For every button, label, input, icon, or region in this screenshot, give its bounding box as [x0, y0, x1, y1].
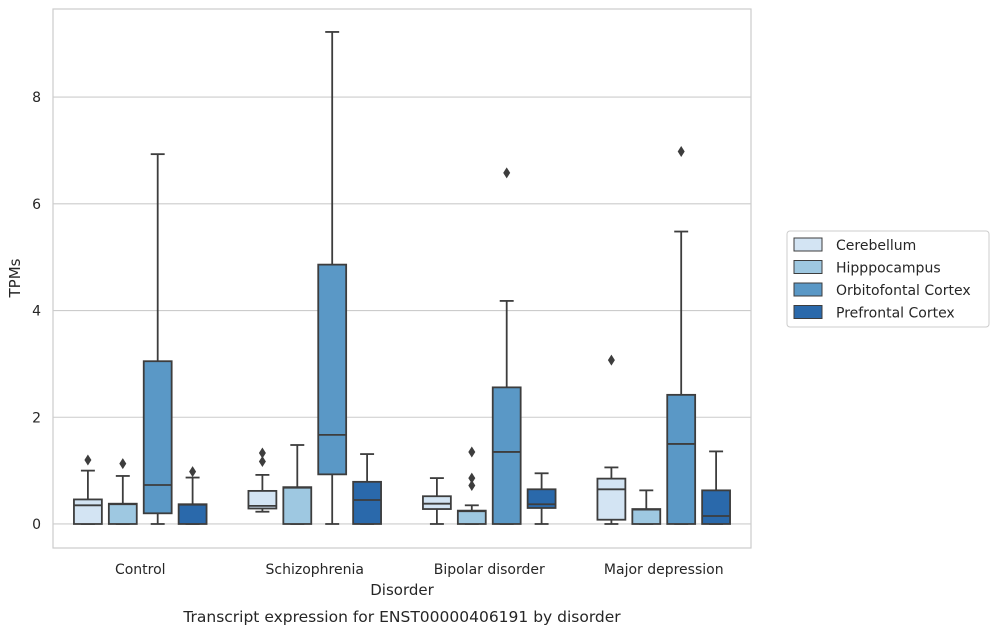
box: [491, 167, 522, 525]
y-tick-label: 2: [32, 410, 41, 426]
x-tick-label: Major depression: [604, 562, 724, 578]
plot-frame: [52, 8, 752, 549]
legend-swatch: [793, 305, 823, 319]
legend-swatch: [793, 282, 823, 297]
outlier-point: [84, 454, 92, 466]
box-iqr: [177, 503, 208, 525]
box-iqr: [73, 498, 103, 525]
box: [247, 447, 278, 513]
x-axis-label: Disorder: [370, 581, 434, 599]
outlier-point: [258, 447, 266, 459]
legend-item: Prefrontal Cortex: [793, 305, 955, 322]
box-iqr: [456, 509, 487, 525]
box-iqr: [491, 386, 522, 525]
y-tick-label: 0: [32, 517, 41, 533]
legend-swatch: [793, 237, 823, 252]
outlier-point: [677, 145, 685, 157]
box-iqr: [317, 263, 348, 476]
x-tick-labels: Control Schizophrenia Bipolar disorder Majo…: [115, 562, 724, 578]
box: [282, 444, 313, 525]
box-iqr: [352, 480, 382, 525]
legend-label: Orbitofontal Cortex: [836, 283, 971, 299]
box-iqr: [666, 393, 697, 525]
outlier-point: [503, 167, 511, 179]
box-iqr: [631, 508, 662, 525]
legend-item: Cerebellum: [793, 237, 916, 254]
x-tick-label: Control: [115, 562, 166, 578]
y-axis-label: TPMs: [6, 258, 24, 298]
box: [456, 446, 487, 525]
outlier-point: [189, 466, 197, 478]
box-iqr: [282, 486, 313, 525]
box: [73, 454, 103, 525]
legend-swatch: [793, 260, 823, 274]
outlier-point: [607, 354, 615, 366]
box-iqr: [701, 489, 731, 525]
box: [352, 453, 382, 525]
box-iqr: [142, 360, 173, 515]
box: [317, 31, 348, 525]
box: [596, 354, 627, 525]
box: [107, 458, 138, 525]
box: [422, 477, 452, 525]
box: [142, 153, 173, 525]
box-iqr: [596, 477, 627, 521]
outlier-point: [468, 480, 476, 492]
legend: Cerebellum Hipppocampus Orbitofontal Corte…: [786, 230, 990, 328]
box-iqr: [526, 488, 557, 509]
legend-label: Hipppocampus: [836, 261, 941, 277]
legend-item: Orbitofontal Cortex: [793, 282, 971, 299]
outlier-point: [468, 446, 476, 458]
box: [666, 145, 697, 525]
x-tick-label: Bipolar disorder: [434, 562, 545, 578]
outlier-point: [468, 472, 476, 484]
outlier-point: [258, 456, 266, 468]
y-tick-label: 8: [32, 90, 41, 106]
box-iqr: [247, 489, 278, 510]
box: [701, 450, 731, 525]
box-iqr: [107, 502, 138, 525]
legend-label: Prefrontal Cortex: [836, 306, 955, 322]
box-marks: [73, 31, 731, 525]
legend-frame: [786, 230, 990, 328]
y-tick-labels: 0 2 4 6 8: [32, 90, 41, 533]
legend-item: Hipppocampus: [793, 260, 941, 277]
y-tick-label: 6: [32, 197, 41, 213]
legend-label: Cerebellum: [836, 238, 916, 254]
x-tick-label: Schizophrenia: [266, 562, 364, 578]
box: [526, 472, 557, 525]
outlier-point: [119, 458, 127, 470]
box-iqr: [422, 495, 452, 510]
box: [177, 466, 208, 525]
box: [631, 489, 662, 525]
y-tick-label: 4: [32, 304, 41, 320]
chart-title: Transcript expression for ENST0000040619…: [182, 608, 621, 626]
